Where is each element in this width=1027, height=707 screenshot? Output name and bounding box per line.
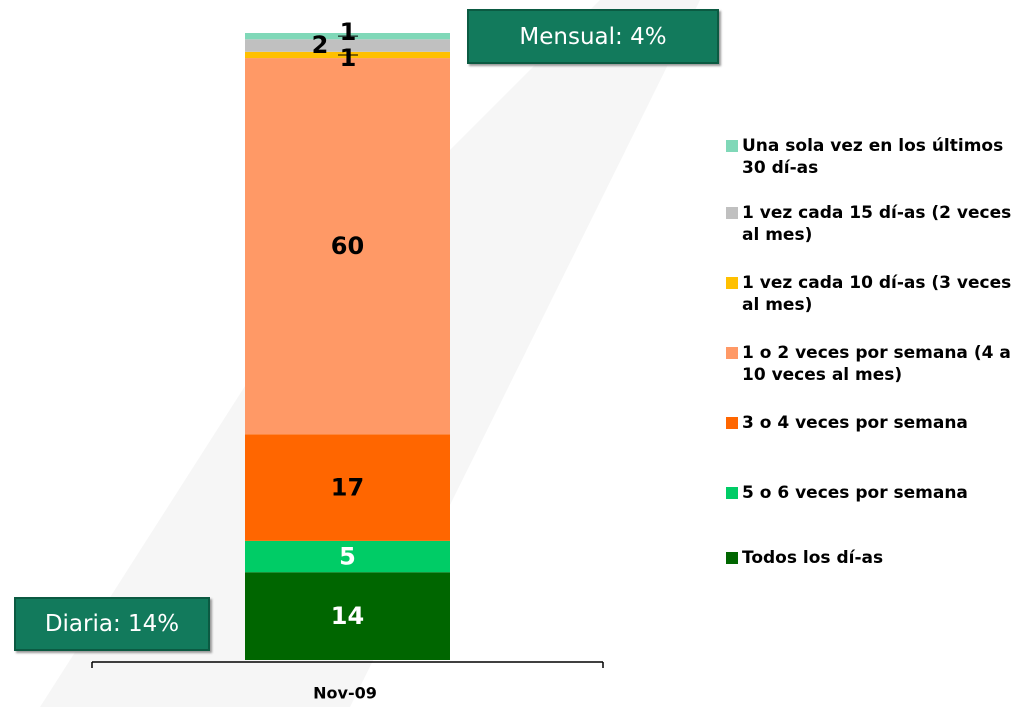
legend-item: Todos los dí-as — [724, 547, 1027, 569]
data-label: 1 — [340, 18, 357, 46]
legend-item: 1 o 2 veces por semana (4 a 10 veces al … — [724, 342, 1027, 386]
bar-segment — [245, 58, 450, 435]
legend-label: 1 vez cada 10 dí-as (3 veces al mes) — [742, 273, 1012, 315]
legend-swatch — [726, 417, 738, 429]
data-label: 2 — [312, 31, 329, 59]
data-label: 60 — [331, 232, 364, 260]
legend-label: 1 o 2 veces por semana (4 a 10 veces al … — [742, 343, 1011, 385]
data-label: 14 — [331, 602, 364, 630]
legend-swatch — [726, 207, 738, 219]
legend-label: 3 o 4 veces por semana — [742, 413, 968, 433]
data-label: 1 — [340, 44, 357, 72]
x-tick-label: Nov-09 — [313, 684, 377, 703]
legend-swatch — [726, 552, 738, 564]
legend-item: 1 vez cada 15 dí-as (2 veces al mes) — [724, 202, 1027, 246]
legend-item: 1 vez cada 10 dí-as (3 veces al mes) — [724, 272, 1027, 316]
legend-item: 5 o 6 veces por semana — [724, 482, 1027, 504]
legend-swatch — [726, 487, 738, 499]
bar-segment — [245, 39, 450, 52]
legend-swatch — [726, 277, 738, 289]
legend-swatch — [726, 347, 738, 359]
bar-segment — [245, 572, 450, 660]
data-label: 5 — [339, 543, 356, 571]
annotation: Mensual: 4% — [467, 9, 719, 64]
legend-label: 5 o 6 veces por semana — [742, 483, 968, 503]
legend-item: 3 o 4 veces por semana — [724, 412, 1027, 434]
legend-label: 1 vez cada 15 dí-as (2 veces al mes) — [742, 203, 1012, 245]
legend-label: Una sola vez en los últimos 30 dí-as — [742, 136, 1004, 178]
data-label: 17 — [331, 474, 364, 502]
annotation: Diaria: 14% — [14, 597, 210, 651]
legend-label: Todos los dí-as — [742, 548, 884, 568]
bar-segment — [245, 434, 450, 541]
legend-item: Una sola vez en los últimos 30 dí-as — [724, 135, 1027, 179]
bar-segment — [245, 540, 450, 573]
legend-swatch — [726, 140, 738, 152]
